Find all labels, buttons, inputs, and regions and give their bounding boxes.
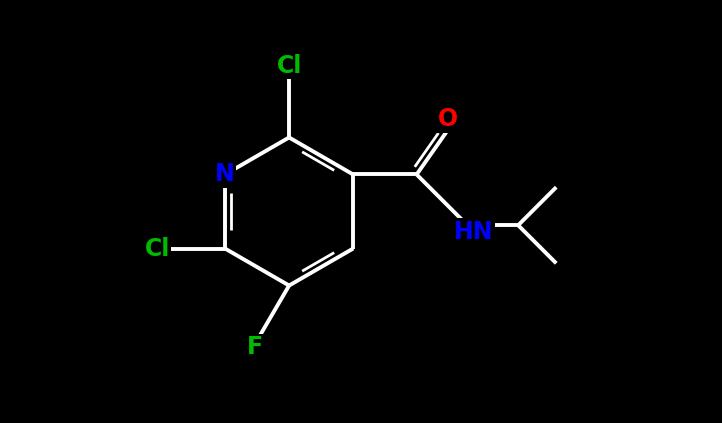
Text: O: O — [438, 107, 458, 132]
Text: HN: HN — [454, 220, 494, 244]
Text: Cl: Cl — [277, 54, 302, 77]
Text: Cl: Cl — [144, 236, 170, 261]
Text: F: F — [247, 335, 264, 359]
Text: N: N — [215, 162, 235, 187]
